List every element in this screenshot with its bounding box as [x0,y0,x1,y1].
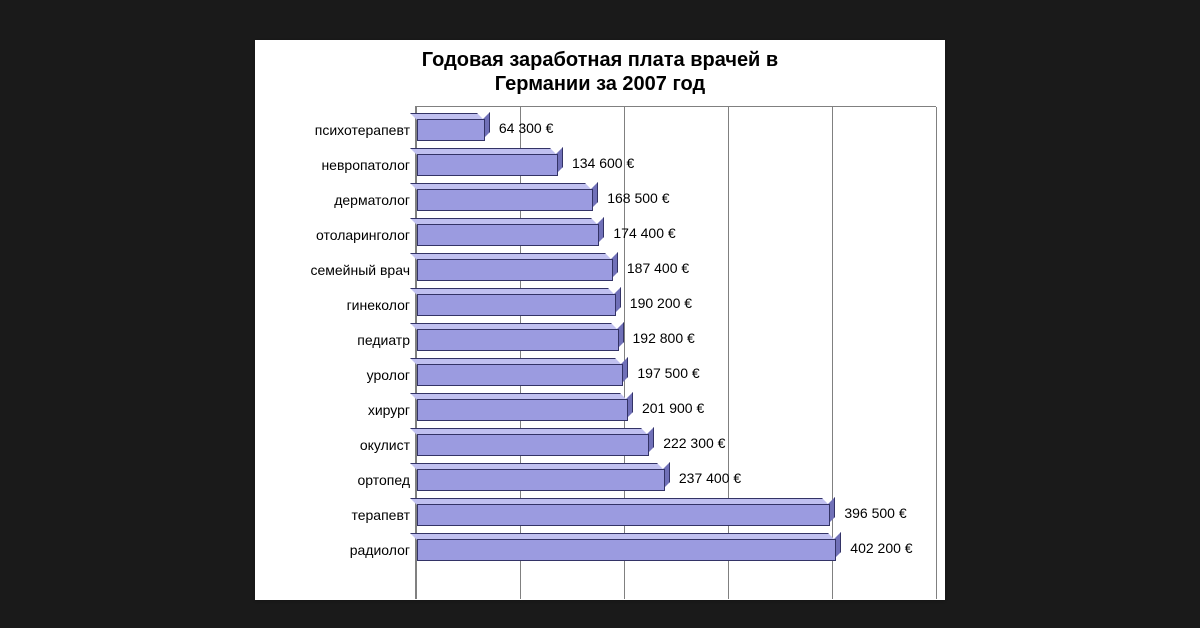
bar [417,469,665,491]
bar [417,399,628,421]
chart-title-line2: Германии за 2007 год [495,73,705,95]
bar-value: 222 300 € [663,435,725,451]
bar [417,224,599,246]
category-label: уролог [262,367,410,383]
bar-value: 64 300 € [499,120,554,136]
bar [417,294,616,316]
category-label: невропатолог [262,157,410,173]
bar [417,504,830,526]
bar-value: 174 400 € [613,225,675,241]
bar-value: 197 500 € [637,365,699,381]
bar [417,329,619,351]
bar-value: 192 800 € [633,330,695,346]
category-label: педиатр [262,332,410,348]
category-label: радиолог [262,542,410,558]
category-label: семейный врач [262,262,410,278]
grid-line [936,107,937,599]
bar-value: 168 500 € [607,190,669,206]
chart-title-line1: Годовая заработная плата врачей в [422,49,778,71]
bar-value: 187 400 € [627,260,689,276]
bar-value: 190 200 € [630,295,692,311]
category-label: дерматолог [262,192,410,208]
category-label: отоларинголог [262,227,410,243]
bar [417,539,836,561]
bar [417,434,649,456]
category-label: терапевт [262,507,410,523]
category-label: гинеколог [262,297,410,313]
bar [417,119,485,141]
category-label: психотерапевт [262,122,410,138]
plot-area: психотерапевт64 300 €невропатолог134 600… [415,106,936,599]
bar [417,259,613,281]
bar [417,154,558,176]
bar-value: 396 500 € [844,505,906,521]
bar [417,189,593,211]
chart-title: Годовая заработная плата врачей в Герман… [255,40,945,102]
category-label: окулист [262,437,410,453]
category-label: хирург [262,402,410,418]
chart-card: Годовая заработная плата врачей в Герман… [255,40,945,600]
grid-line [832,107,833,599]
category-label: ортопед [262,472,410,488]
bar-value: 201 900 € [642,400,704,416]
bar-value: 134 600 € [572,155,634,171]
bar [417,364,623,386]
bar-value: 237 400 € [679,470,741,486]
bar-value: 402 200 € [850,540,912,556]
